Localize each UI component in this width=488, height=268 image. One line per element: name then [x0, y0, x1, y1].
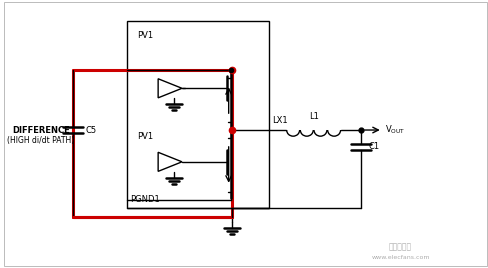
Text: PV1: PV1	[137, 132, 153, 141]
Text: (HIGH di/dt PATH): (HIGH di/dt PATH)	[7, 136, 75, 146]
Text: C5: C5	[85, 125, 97, 135]
Text: DIFFERENCE: DIFFERENCE	[12, 125, 70, 135]
Text: C1: C1	[369, 142, 380, 151]
Text: PV1: PV1	[137, 31, 153, 40]
Text: www.elecfans.com: www.elecfans.com	[371, 255, 430, 260]
Text: PGND1: PGND1	[130, 195, 160, 204]
Text: 电子发烧友: 电子发烧友	[389, 243, 412, 252]
Text: L1: L1	[309, 112, 319, 121]
Bar	[127, 21, 269, 207]
Text: V$_\mathrm{OUT}$: V$_\mathrm{OUT}$	[385, 124, 405, 136]
Text: LX1: LX1	[272, 116, 288, 125]
